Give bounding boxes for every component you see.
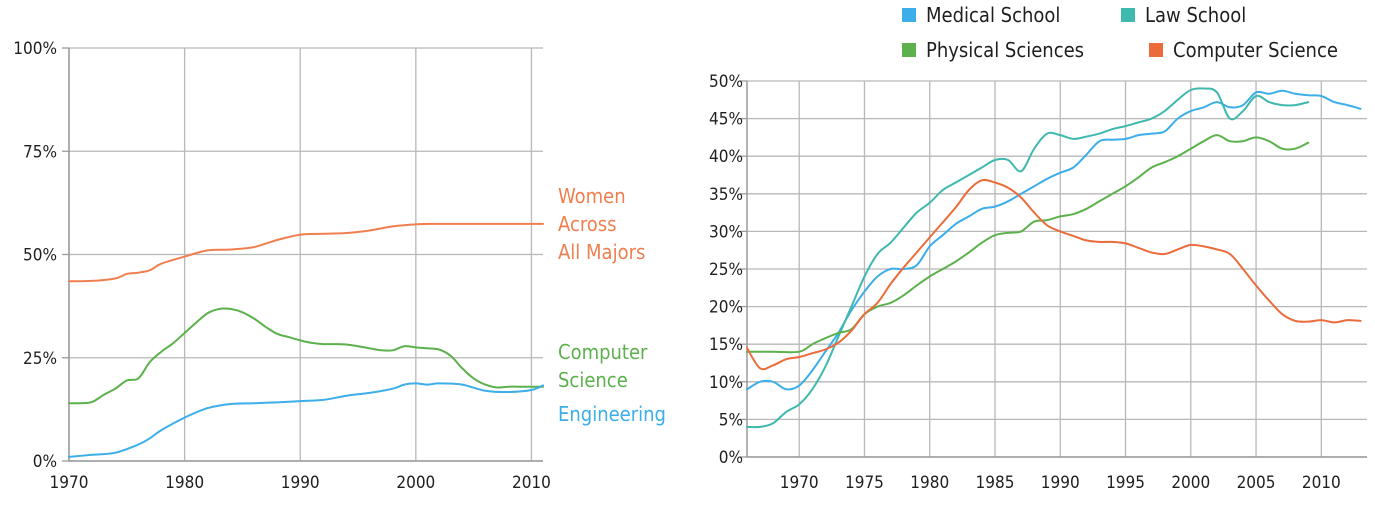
x-tick-label: 2000 [1171,473,1210,493]
legend-swatch-law-school [1121,8,1135,22]
y-tick-label: 10% [709,373,743,393]
series-line-computer-science [746,178,1362,371]
x-tick-label: 2010 [1302,473,1341,493]
x-tick-labels: 1970 1980 1990 2000 2010 [50,473,551,493]
x-tick-label: 1990 [281,473,320,493]
series-lines [68,222,544,458]
y-tick-label: 0% [719,448,743,468]
series-lines [746,87,1362,429]
series-label-women-across-all-majors: Women [558,184,626,208]
series-label-women-across-all-majors: Across [558,212,617,236]
y-tick-label: 40% [709,147,743,167]
series-line-law-school [746,87,1310,429]
grid [747,80,1367,458]
x-tick-label: 1975 [845,473,884,493]
grid [68,47,543,462]
y-tick-label: 50% [23,246,57,266]
legend-swatch-computer-science [1149,43,1163,57]
x-tick-label: 1995 [1106,473,1145,493]
series-label-engineering: Engineering [558,402,666,426]
series-line-physical-sciences [746,134,1310,354]
x-tick-label: 2000 [396,473,435,493]
legend-swatch-medical-school [902,8,916,22]
legend: Medical School Law School Physical Science… [902,3,1338,62]
x-tick-label: 1980 [910,473,949,493]
series-label-women-across-all-majors: All Majors [558,240,645,264]
y-tick-labels: 0% 5% 10% 15% 20% 25% 30% 35% 40% 45% 50% [709,72,743,468]
y-tick-label: 25% [23,349,57,369]
y-tick-label: 0% [33,452,57,472]
legend-label-physical-sciences: Physical Sciences [926,38,1084,62]
y-tick-labels: 0% 25% 50% 75% 100% [13,39,57,472]
x-tick-label: 2005 [1237,473,1276,493]
series-line-engineering [68,382,544,458]
y-tick-label: 35% [709,185,743,205]
y-tick-label: 15% [709,335,743,355]
y-tick-label: 50% [709,72,743,92]
x-tick-labels: 1970 1975 1980 1985 1990 1995 2000 2005 2010 [780,473,1341,493]
y-tick-label: 30% [709,222,743,242]
y-tick-label: 45% [709,110,743,130]
x-tick-label: 1970 [780,473,819,493]
legend-label-law-school: Law School [1145,3,1246,27]
x-tick-label: 1990 [1041,473,1080,493]
chart-degrees-by-major: 0% 25% 50% 75% 100% 1970 1980 1990 2000 2010 Wom… [13,39,666,493]
x-tick-label: 1980 [165,473,204,493]
chart-professional-schools: 0% 5% 10% 15% 20% 25% 30% 35% 40% 45% 50% 1970 1975… [709,3,1367,493]
axes [62,47,543,462]
series-line-medical-school [746,89,1362,391]
series-line-women-across-all-majors [68,222,544,283]
series-line-computer-science [68,307,544,405]
y-tick-label: 25% [709,260,743,280]
x-tick-label: 1970 [50,473,89,493]
axes [740,80,1367,458]
y-tick-label: 5% [719,410,743,430]
series-label-computer-science: Science [558,368,628,392]
legend-swatch-physical-sciences [902,43,916,57]
series-label-computer-science: Computer [558,340,648,364]
x-tick-label: 1985 [976,473,1015,493]
series-labels: Women Across All Majors Computer Science Engi… [558,184,666,426]
x-tick-label: 2010 [512,473,551,493]
y-tick-label: 20% [709,298,743,318]
y-tick-label: 100% [13,39,57,59]
legend-label-computer-science: Computer Science [1173,38,1338,62]
y-tick-label: 75% [23,142,57,162]
legend-label-medical-school: Medical School [926,3,1060,27]
